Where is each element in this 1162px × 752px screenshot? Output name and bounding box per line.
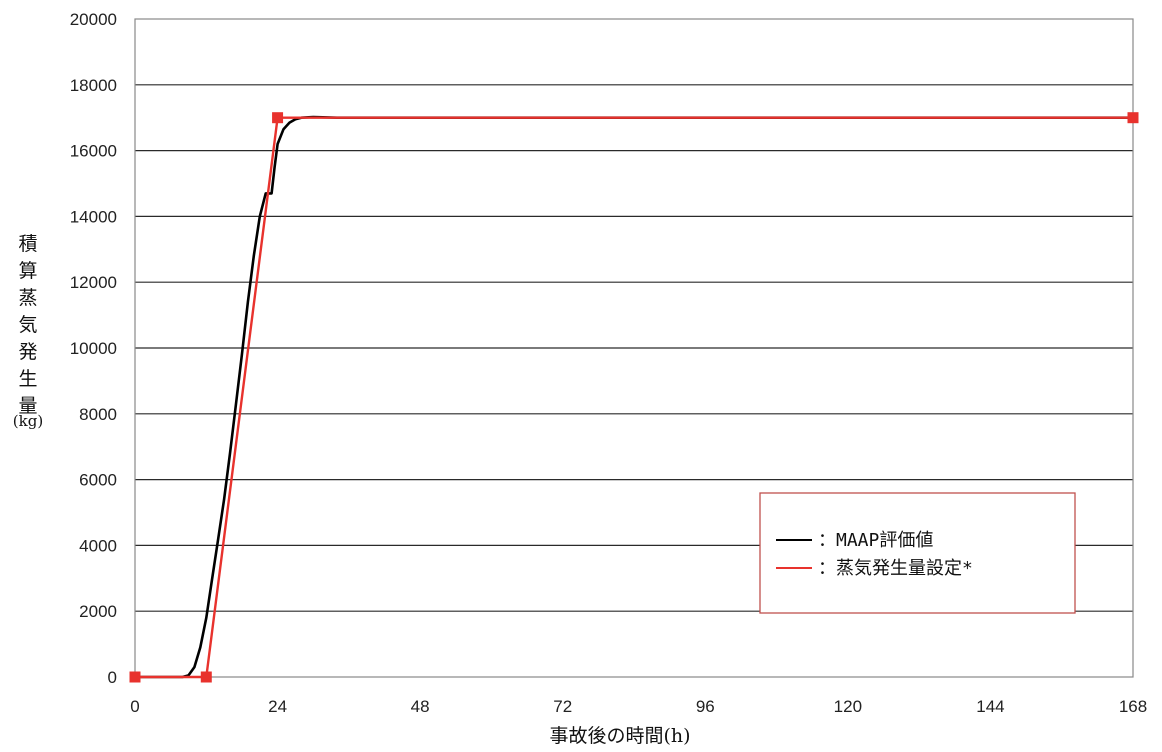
- series-marker: [272, 112, 284, 124]
- y-tick-label: 8000: [79, 405, 117, 424]
- y-tick-label: 4000: [79, 536, 117, 555]
- y-axis-label-char: 蒸: [18, 287, 37, 309]
- y-tick-label: 16000: [70, 142, 117, 161]
- y-axis-label-char: 気: [18, 314, 37, 336]
- y-tick-label: 20000: [70, 10, 117, 29]
- y-tick-label: 14000: [70, 207, 117, 226]
- legend: ：MAAP評価値 ：蒸気発生量設定*: [759, 492, 1076, 614]
- x-tick-label: 24: [268, 697, 287, 716]
- x-tick-label: 72: [553, 697, 572, 716]
- y-axis-label-char: 生: [18, 368, 37, 390]
- x-axis-label: 事故後の時間(h): [549, 725, 690, 747]
- y-tick-label: 0: [108, 668, 117, 687]
- y-axis-label-char: 量: [18, 395, 37, 417]
- x-tick-label: 120: [834, 697, 862, 716]
- plot-frame: [134, 18, 1134, 678]
- y-tick-label: 12000: [70, 273, 117, 292]
- x-tick-label: 48: [411, 697, 430, 716]
- series-marker: [200, 671, 212, 683]
- x-tick-labels: 0 24 48 72 96 120 144 168: [130, 697, 1147, 716]
- series-marker: [129, 671, 141, 683]
- y-axis-unit: (kg): [13, 412, 43, 430]
- legend-box: [759, 492, 1076, 614]
- series-line: [135, 116, 1133, 679]
- y-tick-label: 6000: [79, 471, 117, 490]
- series-marker: [1127, 112, 1139, 124]
- x-tick-label: 168: [1119, 697, 1147, 716]
- y-tick-label: 10000: [70, 339, 117, 358]
- series-line: [135, 115, 1133, 679]
- grid: [135, 84, 1133, 612]
- y-tick-labels: 0 2000 4000 6000 8000 10000 12000 14000 16000 180…: [70, 10, 117, 687]
- y-tick-label: 2000: [79, 602, 117, 621]
- series-layer: [129, 112, 1139, 683]
- x-tick-label: 0: [130, 697, 139, 716]
- y-axis-label-char: 積: [18, 233, 37, 255]
- y-axis-label-char: 算: [18, 260, 37, 282]
- legend-label-maap: ：MAAP評価値: [818, 530, 933, 551]
- x-tick-label: 144: [976, 697, 1004, 716]
- x-tick-label: 96: [696, 697, 715, 716]
- y-axis-label-char: 発: [18, 341, 37, 363]
- legend-label-setting: ：蒸気発生量設定*: [818, 558, 973, 579]
- y-tick-label: 18000: [70, 76, 117, 95]
